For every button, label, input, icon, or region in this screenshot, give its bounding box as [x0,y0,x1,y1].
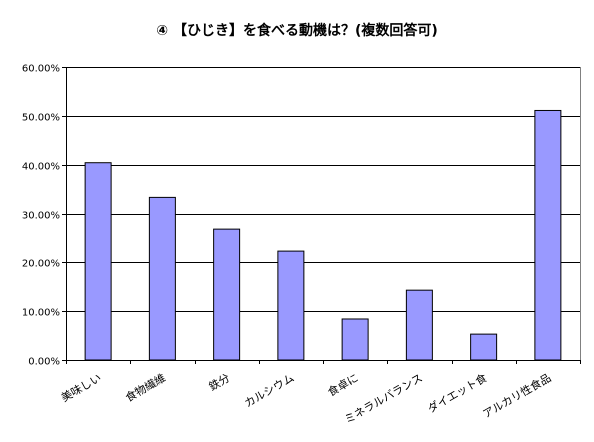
y-tick-label: 0.00% [28,357,60,368]
gridlines [66,67,580,360]
x-tick-label: アルカリ性食品 [480,370,553,420]
y-tick-label: 30.00% [22,211,60,222]
y-tick-label: 10.00% [22,308,60,319]
bar [277,250,305,361]
bars [84,109,562,361]
x-tick-label: 食卓に [325,370,361,399]
bar [534,109,562,361]
x-tick-label: ダイエット食 [425,370,489,415]
bar [341,318,369,361]
bar [470,333,498,361]
x-tick-label: 美味しい [59,371,104,404]
y-tick-label: 60.00% [22,64,60,75]
bar [213,228,241,361]
y-tick-label: 20.00% [22,259,60,270]
chart-title: ④ 【ひじき】を食べる動機は？(複数回答可) [156,23,438,39]
bar [84,162,112,361]
plot-area [66,67,580,360]
bar [405,289,433,361]
bar [148,196,176,361]
x-tick-label: カルシウム [242,371,296,410]
y-tick-label: 40.00% [22,162,60,173]
x-tick-label: 鉄分 [206,370,232,393]
y-tick-label: 50.00% [22,113,60,124]
axes [62,67,581,364]
x-tick-label: 食物繊維 [123,370,168,404]
